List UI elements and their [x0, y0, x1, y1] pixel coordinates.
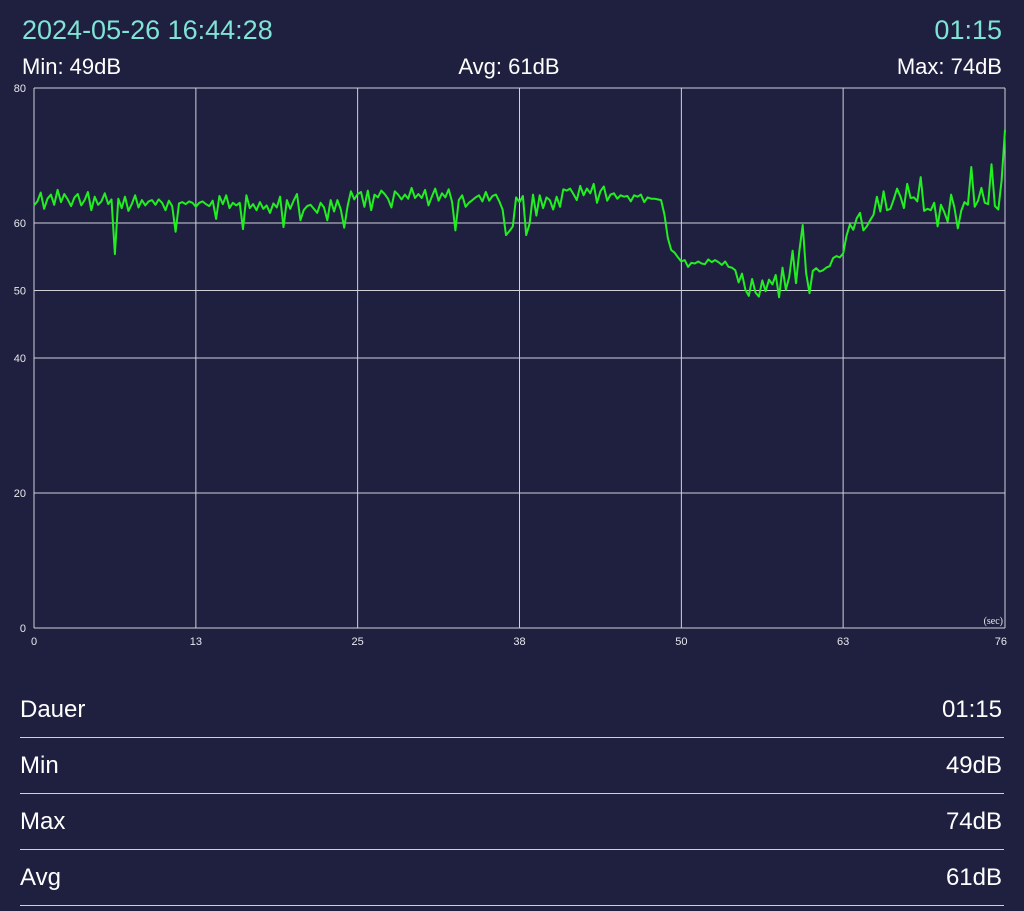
summary-value: 01:15 [941, 695, 1002, 723]
summary-label: Max [20, 807, 66, 835]
summary-label: Avg [20, 863, 61, 891]
summary-table: Dauer 01:15 Min 49dB Max 74dB Avg 61dB [20, 682, 1004, 906]
x-tick-label: 38 [513, 636, 525, 648]
summary-row-duration: Dauer 01:15 [20, 682, 1004, 738]
x-unit-label: (sec) [984, 616, 1003, 627]
x-tick-label: 50 [675, 636, 687, 648]
summary-row-min: Min 49dB [20, 738, 1004, 794]
chart-ticks: 0 13 25 38 50 63 76 0 20 40 50 60 80 [14, 83, 1007, 648]
summary-row-max: Max 74dB [20, 794, 1004, 850]
x-tick-label: 25 [351, 636, 363, 648]
summary-row-avg: Avg 61dB [20, 850, 1004, 906]
y-tick-label: 60 [14, 218, 26, 230]
y-tick-label: 0 [20, 623, 26, 635]
summary-label: Dauer [20, 695, 86, 723]
decibel-series-line [33, 129, 1006, 299]
stat-min: Min: 49dB [22, 54, 122, 79]
recording-timestamp: 2024-05-26 16:44:28 [22, 14, 273, 45]
recording-duration: 01:15 [934, 14, 1002, 45]
chart-svg: 0 13 25 38 50 63 76 0 20 40 50 60 80 (sec) [14, 83, 1007, 648]
y-tick-label: 40 [14, 353, 26, 365]
stat-avg: Avg: 61dB [458, 54, 560, 79]
chart-grid [33, 87, 1006, 629]
summary-label: Min [20, 751, 59, 779]
header-row: 2024-05-26 16:44:28 01:15 [22, 12, 1002, 48]
stat-max: Max: 74dB [896, 54, 1002, 79]
stats-row: Min: 49dB Avg: 61dB Max: 74dB [22, 52, 1002, 82]
y-tick-label: 50 [14, 286, 26, 298]
summary-value: 61dB [945, 863, 1002, 891]
x-tick-label: 0 [31, 636, 37, 648]
decibel-chart: 0 13 25 38 50 63 76 0 20 40 50 60 80 (sec) [0, 80, 1024, 660]
x-tick-label: 13 [190, 636, 202, 648]
y-tick-label: 80 [14, 83, 26, 95]
x-tick-label: 63 [837, 636, 849, 648]
summary-value: 74dB [945, 807, 1002, 835]
x-tick-label: 76 [995, 636, 1007, 648]
y-tick-label: 20 [14, 488, 26, 500]
summary-value: 49dB [945, 751, 1002, 779]
